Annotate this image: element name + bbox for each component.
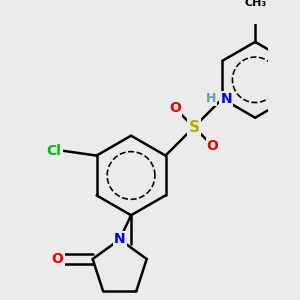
Text: N: N xyxy=(114,232,125,246)
Text: CH₃: CH₃ xyxy=(244,0,266,8)
Text: S: S xyxy=(188,120,200,135)
Text: N: N xyxy=(220,92,232,106)
Text: Cl: Cl xyxy=(46,144,62,158)
Text: H: H xyxy=(206,92,216,105)
Text: O: O xyxy=(207,139,219,153)
Text: O: O xyxy=(169,101,181,116)
Text: O: O xyxy=(52,252,64,266)
